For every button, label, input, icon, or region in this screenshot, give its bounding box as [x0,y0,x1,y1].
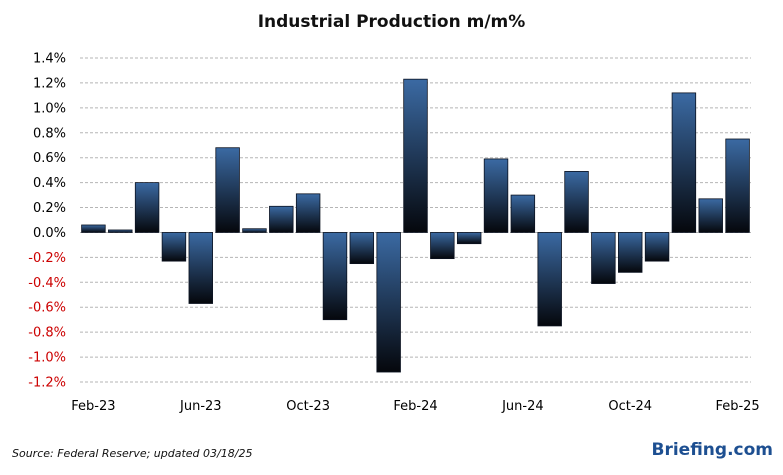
chart-title: Industrial Production m/m% [257,12,526,32]
bar-feb-23 [81,224,106,233]
y-tick-label: 1.4% [33,52,66,67]
bar-may-23 [161,232,187,262]
bar-apr-24 [456,232,482,245]
bar-aug-24 [564,170,589,233]
x-tick-label: Feb-25 [715,399,759,414]
y-tick-label: 1.2% [33,76,66,91]
bar-mar-24 [430,232,455,260]
x-axis: Feb-23 Jun-23 Oct-23 Feb-24 Jun-24 Oct-24 Feb-… [71,399,759,414]
bar-may-24 [483,158,509,233]
bar-apr-23 [134,182,160,233]
x-tick-label: Oct-23 [286,399,330,414]
y-tick-label: -1.2% [28,376,66,391]
bar-mar-23 [108,229,133,233]
bar-sep-23 [269,205,294,233]
y-tick-label: 0.6% [33,151,66,166]
brand-logo: Briefing.com [651,440,774,460]
x-tick-label: Feb-24 [393,399,437,414]
y-tick-label: -0.4% [28,276,66,291]
bar-jun-24 [510,194,536,233]
bar-jul-23 [215,147,240,233]
x-tick-label: Jun-23 [179,399,222,414]
y-tick-label: -1.0% [28,351,66,366]
bar-jun-23 [188,232,213,304]
bar-oct-23 [295,193,321,233]
source-note: Source: Federal Reserve; updated 03/18/2… [12,447,253,460]
y-tick-label: 0.0% [33,226,66,241]
bar-dec-23 [349,232,375,265]
bar-nov-23 [322,232,348,321]
bar-feb-25 [725,138,750,233]
bar-aug-23 [242,228,267,233]
bar-jul-24 [537,232,562,327]
bar-chart: 1.4% 1.2% 1.0% 0.8% 0.6% 0.4% 0.2% 0.0% -0.2% -0.… [28,52,759,415]
y-tick-label: 1.0% [33,101,66,116]
bar-oct-24 [618,232,643,273]
y-tick-label: 0.4% [33,176,66,191]
bars [81,78,750,373]
y-tick-label: -0.8% [28,326,66,341]
y-axis: 1.4% 1.2% 1.0% 0.8% 0.6% 0.4% 0.2% 0.0% -0.2% -0.… [28,52,66,391]
y-tick-label: -0.6% [28,301,66,316]
x-tick-label: Feb-23 [71,399,115,414]
bar-sep-24 [591,232,616,284]
y-tick-label: 0.8% [33,126,66,141]
bar-jan-25 [698,198,723,233]
x-tick-label: Jun-24 [501,399,544,414]
bar-nov-24 [644,232,670,262]
bar-feb-24 [403,78,428,233]
bar-dec-24 [671,92,697,233]
bar-jan-24 [376,232,401,373]
y-tick-label: 0.2% [33,201,66,216]
y-tick-label: -0.2% [28,251,66,266]
x-tick-label: Oct-24 [608,399,652,414]
